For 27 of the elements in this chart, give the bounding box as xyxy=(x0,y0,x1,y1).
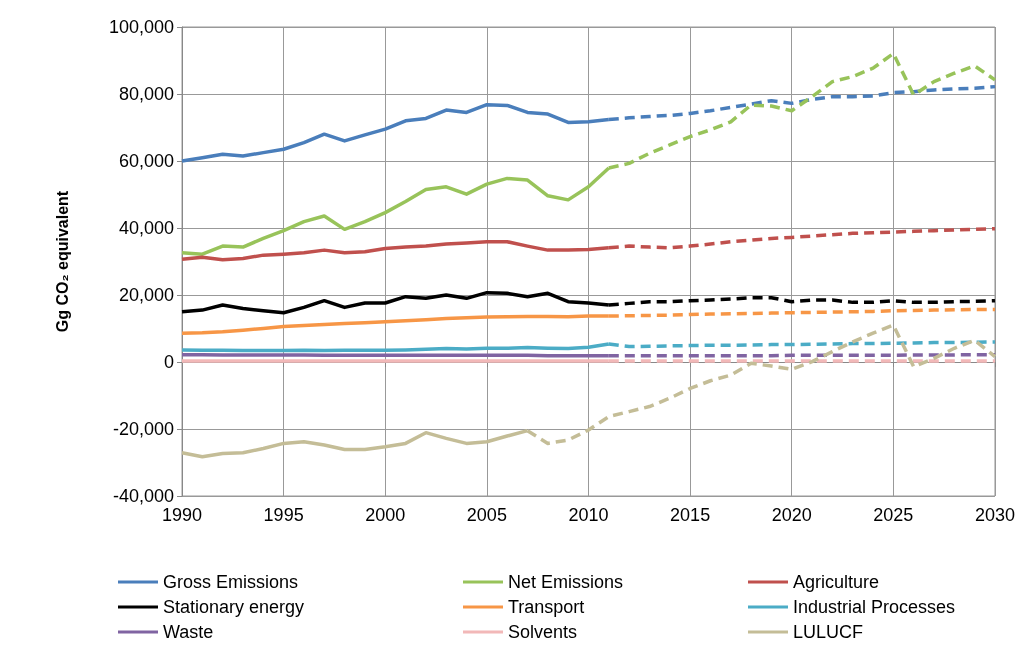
y-tick-label: 60,000 xyxy=(118,151,174,171)
x-tick-label: 2010 xyxy=(568,505,609,525)
legend-label: Net Emissions xyxy=(508,572,624,592)
y-tick-label: -40,000 xyxy=(112,486,174,506)
x-tick-label: 2030 xyxy=(974,505,1015,525)
y-tick-label: 80,000 xyxy=(118,84,174,104)
x-tick-label: 2020 xyxy=(771,505,812,525)
x-tick-label: 2005 xyxy=(466,505,507,525)
legend-label: Solvents xyxy=(508,622,578,642)
y-axis-title: Gg CO₂ equivalent xyxy=(53,190,71,333)
legend-label: Industrial Processes xyxy=(793,597,956,617)
y-tick-label: 40,000 xyxy=(118,218,174,238)
y-tick-label: -20,000 xyxy=(112,419,174,439)
legend-label: Waste xyxy=(163,622,214,642)
legend-label: Agriculture xyxy=(793,572,880,592)
x-tick-label: 2025 xyxy=(873,505,914,525)
x-tick-label: 2000 xyxy=(365,505,406,525)
y-tick-label: 100,000 xyxy=(108,17,174,37)
legend-label: Stationary energy xyxy=(163,597,305,617)
legend-label: Gross Emissions xyxy=(163,572,299,592)
x-tick-label: 2015 xyxy=(670,505,711,525)
y-tick-label: 0 xyxy=(163,352,174,372)
x-tick-label: 1990 xyxy=(161,505,203,525)
legend-label: Transport xyxy=(508,597,585,617)
legend-label: LULUCF xyxy=(793,622,864,642)
y-tick-label: 20,000 xyxy=(118,285,174,305)
x-tick-label: 1995 xyxy=(263,505,304,525)
